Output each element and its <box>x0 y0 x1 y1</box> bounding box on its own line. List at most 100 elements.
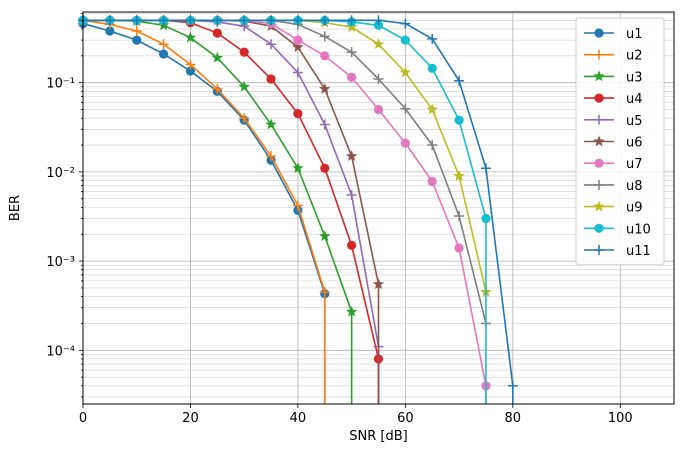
data-point-u5 <box>346 190 357 201</box>
legend-marker <box>594 93 604 103</box>
legend-item-u7: u7 <box>584 157 643 172</box>
data-point-u11 <box>185 15 196 26</box>
data-point-u4 <box>212 28 222 38</box>
data-point-u4 <box>347 240 357 250</box>
data-point-u11 <box>400 18 411 29</box>
data-point-u1 <box>105 26 115 36</box>
x-tick-label: 40 <box>290 411 307 426</box>
legend-label: u3 <box>626 70 643 85</box>
legend-box <box>575 17 665 266</box>
data-point-u2 <box>292 200 303 211</box>
x-tick-label: 80 <box>505 411 522 426</box>
y-tick-label: 10⁻³ <box>46 255 75 270</box>
data-point-u7 <box>400 138 410 148</box>
data-point-u11 <box>454 75 465 86</box>
data-point-u5 <box>292 67 303 78</box>
x-axis-label: SNR [dB] <box>349 429 407 444</box>
data-point-u11 <box>346 15 357 26</box>
data-point-u9 <box>426 103 438 115</box>
legend-item-u8: u8 <box>584 179 643 194</box>
legend: u1 u2 u3 u4 u5 u6 u7 u8 u9 u10 u11 <box>575 17 665 266</box>
legend-item-u9: u9 <box>584 200 643 216</box>
legend-item-u10: u10 <box>584 222 651 237</box>
data-point-u7 <box>293 35 303 45</box>
x-tick-label: 0 <box>79 411 87 426</box>
x-tick-label: 100 <box>608 411 633 426</box>
data-point-u8 <box>319 31 330 42</box>
data-point-u3 <box>211 51 224 63</box>
data-point-u11 <box>131 15 142 26</box>
data-point-u6 <box>292 41 304 53</box>
data-point-u11 <box>373 15 384 26</box>
data-point-u8 <box>346 47 357 58</box>
data-point-u4 <box>266 74 276 84</box>
legend-marker <box>594 245 604 255</box>
data-point-u11 <box>266 15 277 26</box>
data-point-u11 <box>319 15 330 26</box>
legend-item-u6: u6 <box>584 135 643 151</box>
data-point-u2 <box>239 113 250 124</box>
data-point-u1 <box>132 35 142 45</box>
legend-marker <box>594 179 604 190</box>
data-point-u8 <box>454 211 465 222</box>
data-point-u2 <box>158 39 169 50</box>
data-point-u10 <box>454 115 464 125</box>
data-point-u6 <box>319 82 331 94</box>
data-point-u8 <box>427 140 438 151</box>
data-point-u7 <box>373 104 384 115</box>
x-tick-label: 60 <box>397 411 414 426</box>
data-point-u9 <box>453 169 465 181</box>
data-point-u9 <box>345 21 358 32</box>
data-point-u11 <box>212 15 223 26</box>
y-tick-label: 10⁻⁴ <box>46 344 75 359</box>
y-tick-label: 10⁻¹ <box>46 77 75 92</box>
data-point-u2 <box>131 25 142 36</box>
legend-item-u1: u1 <box>584 27 643 42</box>
data-point-u5 <box>266 39 277 50</box>
y-tick-label: 10⁻² <box>46 166 75 181</box>
legend-marker <box>594 114 604 125</box>
data-point-u6 <box>345 150 358 162</box>
data-point-u8 <box>400 103 411 114</box>
legend-label: u7 <box>626 157 643 172</box>
data-point-u8 <box>373 73 384 84</box>
legend-item-u3: u3 <box>584 70 643 85</box>
data-point-u4 <box>239 47 249 57</box>
legend-label: u9 <box>626 201 643 216</box>
legend-marker <box>594 223 604 233</box>
data-point-u11 <box>480 163 491 174</box>
legend-marker <box>593 200 605 212</box>
legend-marker <box>593 70 605 82</box>
y-axis-label: BER <box>8 195 23 221</box>
data-point-u2 <box>319 287 330 298</box>
data-point-u7 <box>347 72 357 82</box>
data-point-u3 <box>265 118 277 130</box>
data-point-u1 <box>185 66 196 76</box>
data-point-u10 <box>481 213 491 224</box>
data-point-u3 <box>292 162 304 174</box>
series-u11 <box>78 15 518 404</box>
legend-label: u1 <box>626 27 643 42</box>
data-point-u10 <box>400 35 410 45</box>
legend-label: u2 <box>626 49 643 64</box>
legend-marker <box>594 28 604 38</box>
data-point-u3 <box>345 305 358 317</box>
legend-marker <box>594 158 604 168</box>
legend-label: u11 <box>626 244 651 259</box>
legend-label: u5 <box>626 114 643 129</box>
data-point-u3 <box>319 230 331 242</box>
data-point-u6 <box>372 278 385 290</box>
data-point-u7 <box>454 243 464 253</box>
data-point-u5 <box>319 119 330 130</box>
legend-marker <box>594 49 604 60</box>
legend-marker <box>593 135 605 147</box>
data-point-u9 <box>372 38 385 50</box>
legend-label: u10 <box>626 222 651 237</box>
legend-item-u4: u4 <box>584 92 643 107</box>
data-point-u1 <box>158 49 169 59</box>
plot-series <box>77 14 518 404</box>
legend-label: u4 <box>626 92 643 107</box>
plot-frame <box>82 11 675 405</box>
